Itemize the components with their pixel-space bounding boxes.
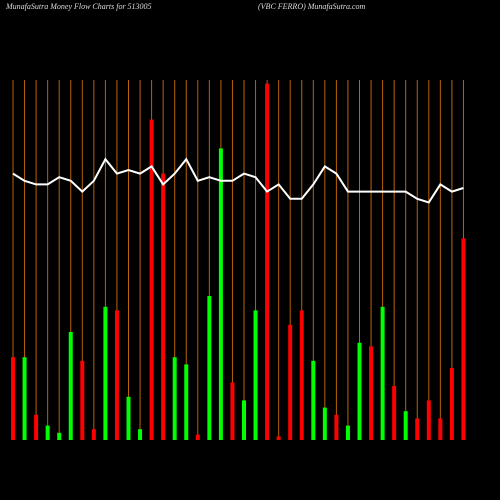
bar xyxy=(91,429,96,440)
bar xyxy=(207,296,212,440)
bar xyxy=(103,306,108,440)
bar xyxy=(403,411,408,440)
bar xyxy=(345,425,350,440)
bar xyxy=(57,432,62,440)
bar xyxy=(149,119,154,440)
bar xyxy=(230,382,235,440)
bar xyxy=(22,357,27,440)
bar xyxy=(322,407,327,440)
bar xyxy=(11,357,15,440)
bar xyxy=(357,342,362,440)
bar xyxy=(449,368,454,440)
bar xyxy=(218,148,223,440)
bar xyxy=(34,414,39,440)
money-flow-line xyxy=(12,157,464,204)
bar xyxy=(461,238,466,440)
bar xyxy=(126,396,131,440)
bar xyxy=(172,357,177,440)
bar xyxy=(161,173,166,440)
bar xyxy=(392,386,397,440)
chart-title: MunafaSutra Money Flow Charts for 513005 xyxy=(5,2,152,11)
bar xyxy=(184,364,189,440)
chart-subtitle: (VBC FERRO) MunafaSutra.com xyxy=(258,2,366,11)
bar xyxy=(80,360,85,440)
bar xyxy=(380,306,385,440)
bar xyxy=(242,400,246,440)
bar xyxy=(311,360,316,440)
bar xyxy=(334,414,339,440)
bar xyxy=(138,429,143,440)
bar xyxy=(68,332,73,440)
bar xyxy=(415,418,420,440)
bar xyxy=(265,83,270,440)
bar xyxy=(45,425,50,440)
bar xyxy=(114,310,119,440)
bar xyxy=(276,436,281,440)
bar xyxy=(195,434,200,440)
bar xyxy=(369,346,374,440)
bar xyxy=(299,310,304,440)
bar xyxy=(253,310,258,440)
bar xyxy=(438,418,443,440)
bar xyxy=(426,400,431,440)
bar xyxy=(288,324,293,440)
